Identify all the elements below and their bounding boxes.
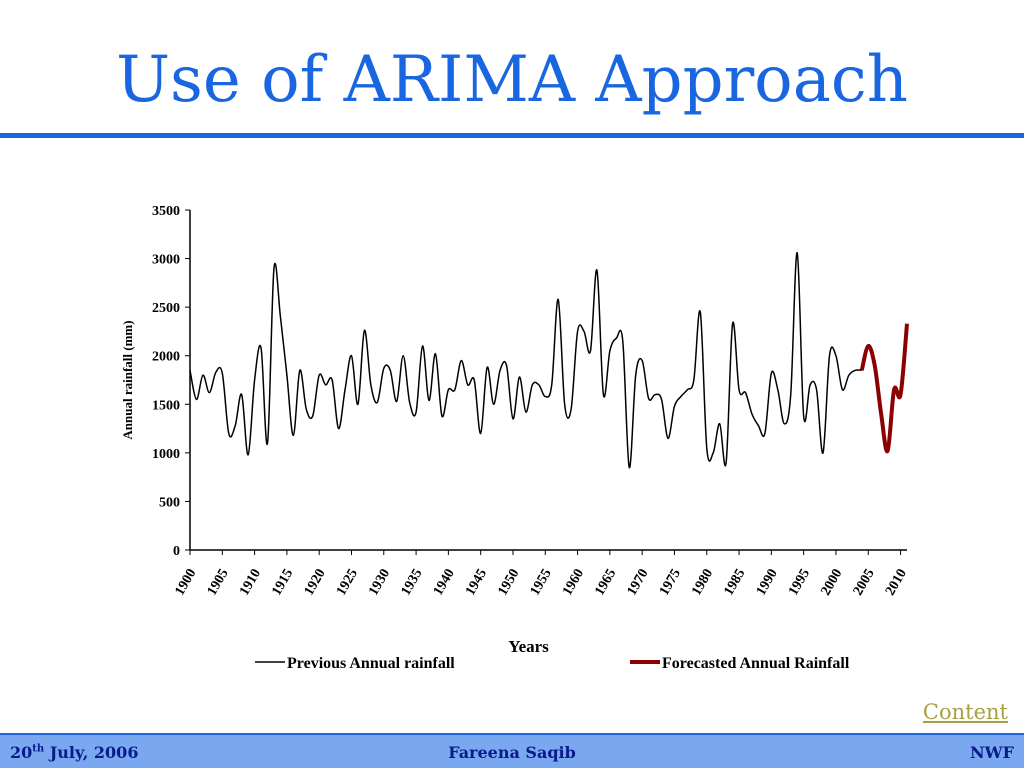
x-tick-label: 1950 <box>495 567 522 599</box>
footer-date: 20th July, 2006 <box>10 743 138 762</box>
x-tick-label: 2005 <box>851 567 878 599</box>
legend-label-previous: Previous Annual rainfall <box>287 655 455 672</box>
footer-bar: 20th July, 2006 Fareena Saqib NWF <box>0 733 1024 768</box>
legend: Previous Annual rainfall Forecasted Annu… <box>255 655 850 672</box>
x-tick-label: 1940 <box>431 567 458 599</box>
x-tick-label: 1990 <box>754 567 781 599</box>
x-tick-label: 1915 <box>269 567 296 599</box>
x-tick-label: 2010 <box>883 567 910 599</box>
y-tick-label: 1500 <box>152 398 180 413</box>
series-line-previous <box>189 251 862 469</box>
y-tick-label: 3500 <box>152 204 180 219</box>
x-tick-label: 1955 <box>528 567 555 599</box>
x-tick-label: 1905 <box>205 567 232 599</box>
footer-date-rest: July, 2006 <box>44 743 139 762</box>
footer-org: NWF <box>970 743 1014 762</box>
x-tick-label: 1975 <box>657 567 684 599</box>
y-axis-ticks: 0 500 1000 1500 2000 2500 3000 3500 <box>152 204 190 559</box>
footer-date-day: 20 <box>10 743 33 762</box>
content-link[interactable]: Content <box>922 700 1008 724</box>
x-tick-label: 1970 <box>625 567 652 599</box>
x-tick-label: 1995 <box>786 567 813 599</box>
y-tick-label: 1000 <box>152 447 180 462</box>
x-tick-label: 1985 <box>722 567 749 599</box>
x-axis-label: Years <box>508 637 549 656</box>
x-tick-label: 1980 <box>689 567 716 599</box>
x-tick-label: 2000 <box>818 567 845 599</box>
x-tick-label: 1960 <box>560 567 587 599</box>
y-tick-label: 2500 <box>152 301 180 316</box>
x-tick-label: 1900 <box>172 567 199 599</box>
title-divider <box>0 133 1024 138</box>
x-axis-ticks: 1900 1905 1910 1915 1920 1925 1930 1935 1940 1945… <box>172 550 910 598</box>
y-tick-label: 2000 <box>152 350 180 365</box>
y-axis-label: Annual rainfall (mm) <box>120 320 135 439</box>
y-tick-label: 3000 <box>152 253 180 268</box>
slide-title: Use of ARIMA Approach <box>116 43 908 117</box>
x-tick-label: 1930 <box>366 567 393 599</box>
legend-label-forecast: Forecasted Annual Rainfall <box>662 655 850 672</box>
y-tick-label: 500 <box>159 495 180 510</box>
footer-date-suffix: th <box>32 743 45 755</box>
x-tick-label: 1935 <box>399 567 426 599</box>
x-tick-label: 1925 <box>334 567 361 599</box>
x-tick-label: 1910 <box>237 567 264 599</box>
x-tick-label: 1965 <box>592 567 619 599</box>
y-tick-label: 0 <box>173 544 180 559</box>
x-tick-label: 1920 <box>302 567 329 599</box>
x-tick-label: 1945 <box>463 567 490 599</box>
footer-author: Fareena Saqib <box>448 743 576 762</box>
series-line-forecast <box>859 323 909 454</box>
